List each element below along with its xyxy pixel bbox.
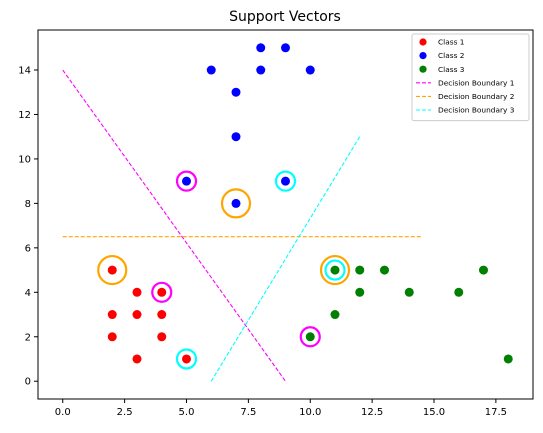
legend-label: Decision Boundary 2 bbox=[438, 92, 514, 101]
x-tick-label: 12.5 bbox=[361, 407, 383, 418]
legend-label: Class 3 bbox=[438, 65, 465, 74]
class-2-point bbox=[281, 176, 290, 186]
class-2-point bbox=[206, 65, 216, 75]
decision-boundary-1-line bbox=[62, 69, 286, 382]
class-3-point bbox=[479, 265, 488, 275]
plot-area bbox=[62, 43, 513, 382]
class-3-point bbox=[380, 265, 389, 275]
support-vector-ring bbox=[319, 254, 351, 286]
class-1-point bbox=[132, 354, 142, 364]
support-vector-ring bbox=[97, 254, 128, 286]
x-tick-label: 15.0 bbox=[423, 407, 445, 418]
y-tick-label: 12 bbox=[18, 110, 31, 121]
support-vector-ring bbox=[175, 348, 198, 370]
support-vector-ring bbox=[175, 170, 198, 192]
class-3-point bbox=[404, 287, 414, 297]
class-3-point bbox=[355, 287, 365, 297]
support-vector-ring bbox=[324, 259, 346, 281]
legend-marker bbox=[419, 38, 427, 46]
x-tick-label: 17.5 bbox=[485, 407, 507, 418]
y-tick-label: 14 bbox=[18, 66, 31, 77]
class-3-point bbox=[330, 310, 340, 320]
y-tick-label: 8 bbox=[25, 199, 31, 210]
legend: Class 1 Class 2 Class 3 Decision Boundary 1… bbox=[411, 33, 530, 122]
y-tick-label: 6 bbox=[25, 243, 31, 254]
class-2-point bbox=[256, 43, 266, 53]
class-1-point bbox=[182, 354, 191, 364]
x-tick-label: 2.5 bbox=[117, 407, 133, 418]
class-3-point bbox=[355, 265, 365, 275]
class-1-point bbox=[157, 310, 167, 320]
class-2-point bbox=[231, 198, 241, 208]
legend-marker bbox=[419, 52, 427, 60]
x-tick-label: 10.0 bbox=[299, 407, 321, 418]
class-1-point bbox=[107, 265, 117, 275]
class-1-point bbox=[107, 332, 117, 342]
legend-label: Decision Boundary 1 bbox=[438, 78, 515, 87]
class-3-point bbox=[454, 287, 464, 297]
class-2-point bbox=[231, 132, 241, 142]
x-tick-label: 7.5 bbox=[240, 407, 256, 418]
x-tick-label: 0.0 bbox=[55, 407, 71, 418]
class-3-point bbox=[503, 354, 513, 364]
class-2-point bbox=[256, 65, 266, 75]
class-2-point bbox=[281, 43, 290, 53]
x-tick-label: 5.0 bbox=[179, 407, 195, 418]
class-1-point bbox=[157, 332, 167, 342]
chart-title: Support Vectors bbox=[229, 9, 341, 25]
class-3-point bbox=[305, 332, 315, 342]
class-3-point bbox=[330, 265, 340, 275]
legend-label: Decision Boundary 3 bbox=[438, 106, 515, 115]
plot-frame bbox=[37, 29, 534, 400]
y-tick-label: 10 bbox=[18, 154, 31, 165]
class-1-point bbox=[107, 310, 117, 320]
y-tick-label: 0 bbox=[25, 377, 31, 388]
class-1-point bbox=[157, 287, 167, 297]
class-1-point bbox=[132, 287, 142, 297]
support-vector-ring bbox=[220, 188, 252, 219]
legend-label: Class 2 bbox=[438, 51, 465, 60]
y-tick-label: 2 bbox=[25, 332, 31, 343]
class-2-point bbox=[182, 176, 191, 186]
decision-boundary-3-line bbox=[210, 136, 361, 382]
axes: 0.0 2.5 5.0 7.5 10.0 12.5 15.0 17.5 0 2 4 6 8 10 12 14 bbox=[18, 66, 507, 418]
legend-label: Class 1 bbox=[438, 38, 465, 47]
y-tick-label: 4 bbox=[25, 288, 31, 299]
support-vector-ring bbox=[299, 326, 321, 348]
class-2-point bbox=[231, 87, 241, 97]
support-vector-ring bbox=[151, 281, 173, 303]
support-vector-ring bbox=[274, 170, 297, 192]
legend-marker bbox=[419, 65, 427, 73]
class-1-point bbox=[132, 310, 142, 320]
class-2-point bbox=[305, 65, 315, 75]
legend-box bbox=[411, 33, 530, 122]
